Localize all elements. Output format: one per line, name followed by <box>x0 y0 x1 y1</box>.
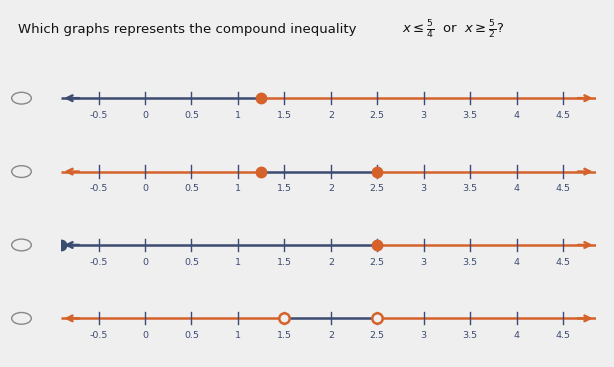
Text: 3: 3 <box>421 331 427 340</box>
Text: 2: 2 <box>328 111 334 120</box>
Text: 1: 1 <box>235 331 241 340</box>
Text: 2: 2 <box>328 258 334 267</box>
Text: 0.5: 0.5 <box>184 185 199 193</box>
Text: -0.5: -0.5 <box>90 331 107 340</box>
Text: 2.5: 2.5 <box>370 331 385 340</box>
Text: 4.5: 4.5 <box>556 185 570 193</box>
Text: 4.5: 4.5 <box>556 258 570 267</box>
Text: 4: 4 <box>514 331 519 340</box>
Text: 3.5: 3.5 <box>462 331 478 340</box>
Text: 3.5: 3.5 <box>462 258 478 267</box>
Text: 1: 1 <box>235 185 241 193</box>
Text: -0.5: -0.5 <box>90 185 107 193</box>
Text: 1.5: 1.5 <box>277 331 292 340</box>
Text: 3: 3 <box>421 185 427 193</box>
Text: 1.5: 1.5 <box>277 185 292 193</box>
Text: 4: 4 <box>514 111 519 120</box>
Text: -0.5: -0.5 <box>90 258 107 267</box>
Text: 0: 0 <box>142 111 148 120</box>
Text: -0.5: -0.5 <box>90 111 107 120</box>
Text: 4.5: 4.5 <box>556 331 570 340</box>
Text: 3: 3 <box>421 258 427 267</box>
Text: 2.5: 2.5 <box>370 111 385 120</box>
Text: 2: 2 <box>328 185 334 193</box>
Text: $x \leq \frac{5}{4}$  or  $x \geq \frac{5}{2}$?: $x \leq \frac{5}{4}$ or $x \geq \frac{5}… <box>402 19 504 41</box>
Text: 0.5: 0.5 <box>184 258 199 267</box>
Text: 3.5: 3.5 <box>462 185 478 193</box>
Text: 3.5: 3.5 <box>462 111 478 120</box>
Text: 1: 1 <box>235 258 241 267</box>
Text: 3: 3 <box>421 111 427 120</box>
Text: 0: 0 <box>142 185 148 193</box>
Text: 1.5: 1.5 <box>277 258 292 267</box>
Text: 4.5: 4.5 <box>556 111 570 120</box>
Text: 4: 4 <box>514 258 519 267</box>
Text: 2.5: 2.5 <box>370 185 385 193</box>
Text: 1: 1 <box>235 111 241 120</box>
Text: 2: 2 <box>328 331 334 340</box>
Text: 2.5: 2.5 <box>370 258 385 267</box>
Text: 0: 0 <box>142 331 148 340</box>
Text: 0.5: 0.5 <box>184 331 199 340</box>
Text: 0: 0 <box>142 258 148 267</box>
Text: Which graphs represents the compound inequality: Which graphs represents the compound ine… <box>18 23 361 36</box>
Text: 1.5: 1.5 <box>277 111 292 120</box>
Text: 4: 4 <box>514 185 519 193</box>
Text: 0.5: 0.5 <box>184 111 199 120</box>
